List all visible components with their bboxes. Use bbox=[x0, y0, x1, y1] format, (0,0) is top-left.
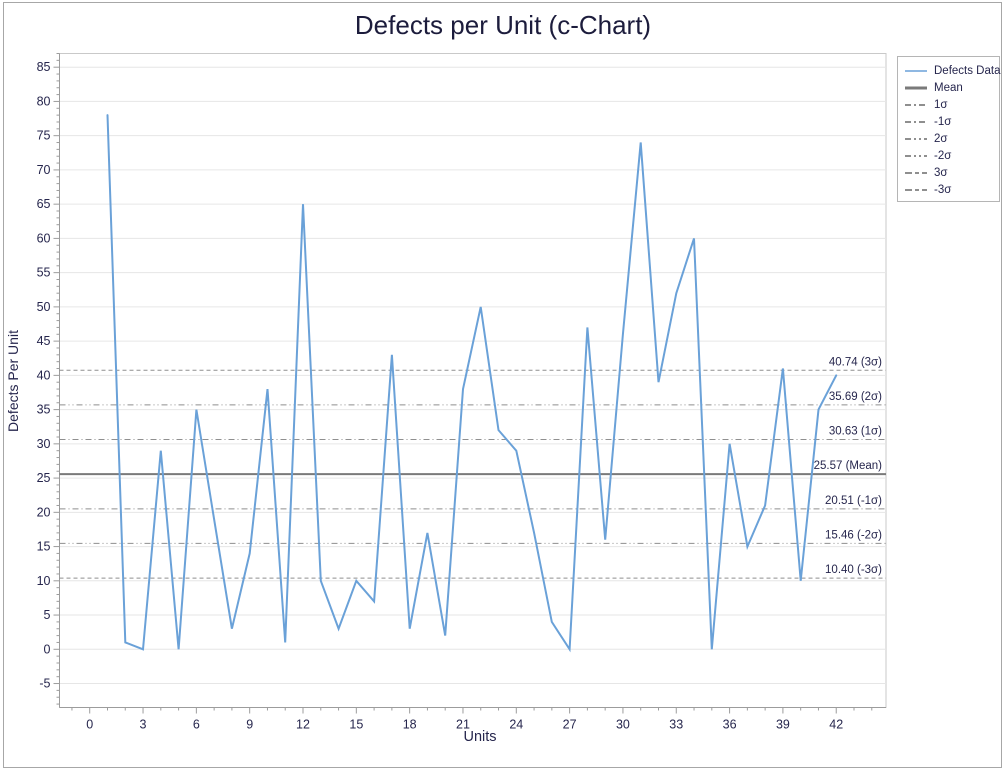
x-tick-label: 12 bbox=[296, 718, 310, 732]
y-tick-label: 80 bbox=[37, 94, 51, 108]
legend-label: -2σ bbox=[934, 149, 952, 162]
y-tick-label: 70 bbox=[37, 163, 51, 177]
control-limit-label-sigma-2: 15.46 (-2σ) bbox=[825, 529, 882, 541]
control-limit-label-sigma1: 30.63 (1σ) bbox=[829, 426, 882, 438]
y-tick-label: 60 bbox=[37, 231, 51, 245]
legend: Defects Data Mean 1σ -1σ 2σ -2σ 3σ -3σ bbox=[897, 56, 1000, 202]
legend-label: 2σ bbox=[934, 132, 948, 145]
y-tick-label: 10 bbox=[37, 574, 51, 588]
legend-item-7: -3σ bbox=[904, 181, 999, 198]
x-tick-label: 36 bbox=[723, 718, 737, 732]
x-tick-label: 33 bbox=[669, 718, 683, 732]
y-tick-label: 45 bbox=[37, 334, 51, 348]
legend-item-3: -1σ bbox=[904, 113, 999, 130]
y-tick-label: 20 bbox=[37, 505, 51, 519]
x-tick-label: 30 bbox=[616, 718, 630, 732]
legend-line-sample bbox=[905, 188, 927, 191]
control-limit-label-sigma-3: 10.40 (-3σ) bbox=[825, 564, 882, 576]
x-tick-label: 27 bbox=[563, 718, 577, 732]
legend-line-sample bbox=[905, 120, 927, 123]
legend-line-sample bbox=[905, 103, 927, 106]
y-tick-label: 35 bbox=[37, 403, 51, 417]
window-frame bbox=[3, 2, 1002, 768]
x-tick-label: 21 bbox=[456, 718, 470, 732]
x-tick-label: 6 bbox=[193, 718, 200, 732]
control-limit-label-mean: 25.57 (Mean) bbox=[814, 460, 883, 472]
legend-line-sample bbox=[905, 69, 927, 72]
control-limit-label-sigma-1: 20.51 (-1σ) bbox=[825, 495, 882, 507]
y-tick-label: 40 bbox=[37, 368, 51, 382]
x-tick-label: 9 bbox=[246, 718, 253, 732]
legend-item-2: 1σ bbox=[904, 96, 999, 113]
legend-item-5: -2σ bbox=[904, 147, 999, 164]
y-tick-label: 55 bbox=[37, 266, 51, 280]
y-tick-label: 5 bbox=[44, 608, 51, 622]
x-tick-label: 15 bbox=[349, 718, 363, 732]
legend-line-sample bbox=[905, 137, 927, 140]
y-tick-label: 15 bbox=[37, 540, 51, 554]
x-tick-label: 24 bbox=[509, 718, 523, 732]
legend-item-1: Mean bbox=[904, 79, 999, 96]
control-limit-label-sigma3: 40.74 (3σ) bbox=[829, 356, 882, 368]
y-tick-label: 25 bbox=[37, 471, 51, 485]
legend-label: Defects Data bbox=[934, 64, 1001, 77]
legend-label: -3σ bbox=[934, 183, 952, 196]
control-limit-label-sigma2: 35.69 (2σ) bbox=[829, 391, 882, 403]
x-tick-label: 0 bbox=[86, 718, 93, 732]
legend-item-4: 2σ bbox=[904, 130, 999, 147]
plot-border bbox=[59, 53, 887, 708]
x-axis-title: Units bbox=[463, 729, 497, 745]
y-tick-label: 30 bbox=[37, 437, 51, 451]
y-tick-label: 0 bbox=[44, 642, 51, 656]
x-tick-label: 18 bbox=[403, 718, 417, 732]
x-tick-label: 42 bbox=[829, 718, 843, 732]
legend-line-sample bbox=[905, 154, 927, 157]
chart-title: Defects per Unit (c-Chart) bbox=[354, 10, 652, 40]
legend-label: -1σ bbox=[934, 115, 952, 128]
y-tick-label: -5 bbox=[39, 677, 50, 691]
legend-label: 3σ bbox=[934, 166, 948, 179]
x-tick-label: 3 bbox=[140, 718, 147, 732]
x-tick-label: 39 bbox=[776, 718, 790, 732]
y-tick-label: 75 bbox=[37, 129, 51, 143]
legend-item-6: 3σ bbox=[904, 164, 999, 181]
legend-label: 1σ bbox=[934, 98, 948, 111]
y-tick-label: 85 bbox=[37, 60, 51, 74]
legend-item-0: Defects Data bbox=[904, 62, 1001, 79]
legend-line-sample bbox=[905, 86, 927, 89]
y-tick-label: 50 bbox=[37, 300, 51, 314]
defects-series-line bbox=[106, 114, 838, 653]
legend-label: Mean bbox=[934, 81, 963, 94]
y-tick-label: 65 bbox=[37, 197, 51, 211]
legend-line-sample bbox=[905, 171, 927, 174]
